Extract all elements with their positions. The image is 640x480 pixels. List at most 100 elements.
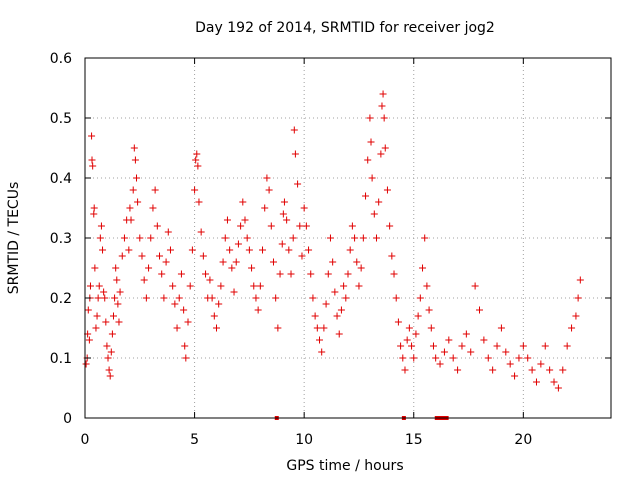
data-point	[344, 270, 352, 278]
data-point	[559, 366, 567, 374]
data-point	[383, 186, 391, 194]
data-point	[93, 312, 101, 320]
data-point	[113, 276, 121, 284]
data-point	[217, 282, 225, 290]
data-point	[106, 372, 114, 380]
y-tick-label: 0.3	[50, 231, 72, 247]
data-point	[300, 204, 308, 212]
data-point	[427, 324, 435, 332]
data-point	[554, 384, 562, 392]
data-point	[175, 294, 183, 302]
chart-title: Day 192 of 2014, SRMTID for receiver jog…	[195, 20, 495, 36]
data-point	[302, 222, 310, 230]
data-point	[311, 312, 319, 320]
x-tick-label: 15	[405, 432, 423, 448]
data-point	[432, 354, 440, 362]
data-point	[462, 330, 470, 338]
data-point	[313, 324, 321, 332]
data-point	[88, 132, 96, 140]
data-point	[223, 216, 231, 224]
data-point	[248, 264, 256, 272]
x-axis-label: GPS time / hours	[286, 458, 403, 474]
data-point	[195, 198, 203, 206]
data-point	[226, 246, 234, 254]
data-point	[386, 222, 394, 230]
data-point	[419, 264, 427, 272]
data-point	[265, 186, 273, 194]
data-point	[206, 276, 214, 284]
data-point	[219, 258, 227, 266]
data-point	[316, 336, 324, 344]
x-tick-label: 0	[81, 432, 90, 448]
data-point	[272, 294, 280, 302]
data-point	[318, 348, 326, 356]
data-point	[351, 234, 359, 242]
y-axis-label: SRMTID / TECUs	[6, 182, 22, 295]
data-point	[91, 264, 99, 272]
data-point	[405, 324, 413, 332]
data-point	[88, 156, 96, 164]
data-point	[291, 150, 299, 158]
y-tick-label: 0.2	[50, 291, 72, 307]
data-point	[118, 252, 126, 260]
data-point	[194, 162, 202, 170]
data-point	[355, 282, 363, 290]
data-point	[276, 270, 284, 278]
data-point	[340, 282, 348, 290]
data-point	[115, 318, 123, 326]
data-point	[149, 204, 157, 212]
data-point	[342, 294, 350, 302]
data-point	[158, 270, 166, 278]
data-point	[208, 294, 216, 302]
data-point	[160, 294, 168, 302]
data-point	[285, 246, 293, 254]
data-point	[436, 360, 444, 368]
data-point	[296, 222, 304, 230]
data-point	[388, 252, 396, 260]
data-point	[307, 270, 315, 278]
data-point	[125, 246, 133, 254]
data-point	[90, 204, 98, 212]
data-point	[326, 234, 334, 242]
data-point	[537, 360, 545, 368]
data-point	[576, 276, 584, 284]
data-point	[524, 354, 532, 362]
data-point	[241, 216, 249, 224]
data-point	[484, 354, 492, 362]
data-point	[408, 342, 416, 350]
data-point	[97, 222, 105, 230]
y-tick-label: 0.4	[50, 171, 72, 187]
data-point	[181, 342, 189, 350]
data-point	[541, 342, 549, 350]
data-point	[92, 324, 100, 332]
data-point	[367, 138, 375, 146]
data-point	[230, 288, 238, 296]
data-point	[252, 294, 260, 302]
data-point	[237, 222, 245, 230]
data-point	[331, 288, 339, 296]
data-point	[210, 312, 218, 320]
data-point	[324, 270, 332, 278]
data-point	[99, 246, 107, 254]
data-point	[202, 270, 210, 278]
data-point	[114, 300, 122, 308]
data-point	[423, 282, 431, 290]
axis-ticks: 0 0.1 0.2 0.3 0.4 0.5 0.6 0 5 10 15 20	[50, 51, 611, 448]
data-point	[399, 354, 407, 362]
data-points	[82, 90, 584, 392]
data-point	[136, 234, 144, 242]
data-point	[397, 342, 405, 350]
data-point	[151, 186, 159, 194]
data-point	[130, 144, 138, 152]
data-point	[309, 294, 317, 302]
data-point	[169, 282, 177, 290]
data-point	[263, 174, 271, 182]
data-point	[133, 174, 141, 182]
data-point	[283, 216, 291, 224]
y-tick-label: 0.6	[50, 51, 72, 67]
data-point	[162, 258, 170, 266]
data-point	[493, 342, 501, 350]
data-point	[421, 234, 429, 242]
data-point	[120, 234, 128, 242]
